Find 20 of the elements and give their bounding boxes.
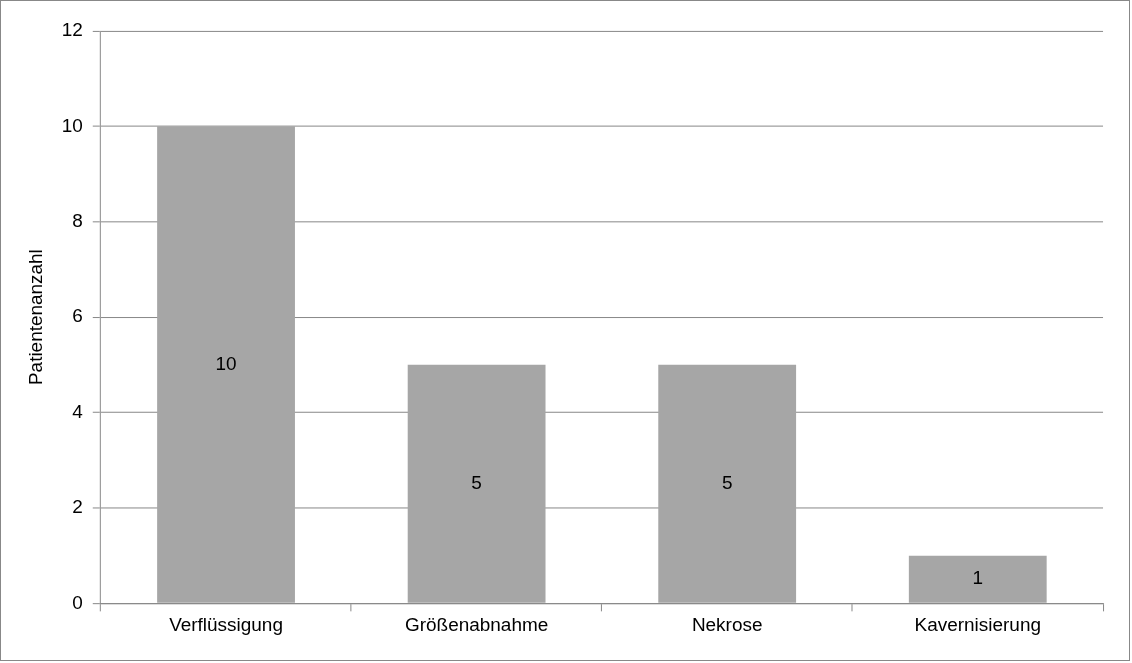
- x-tick-label: Verflüssigung: [169, 613, 283, 635]
- bar: [908, 555, 1047, 603]
- y-tick-label: 10: [61, 114, 83, 136]
- x-tick-label: Größenabnahme: [404, 613, 549, 635]
- data-label: 5: [471, 472, 482, 494]
- y-axis-title: Patientenanzahl: [24, 249, 46, 386]
- bar: [407, 364, 546, 603]
- y-tick-label: 4: [72, 400, 83, 422]
- y-tick-label: 6: [72, 305, 83, 327]
- x-tick-label: Nekrose: [691, 613, 763, 635]
- bar: [658, 364, 797, 603]
- y-tick-label: 0: [72, 591, 83, 613]
- data-label: 10: [215, 352, 237, 374]
- bar: [157, 126, 295, 603]
- x-tick-label: Kavernisierung: [914, 613, 1041, 635]
- y-tick-label: 2: [72, 496, 83, 518]
- data-label: 5: [721, 472, 733, 494]
- data-label: 1: [972, 567, 984, 589]
- y-tick-label: 12: [61, 19, 83, 41]
- y-tick-label: 8: [72, 209, 83, 231]
